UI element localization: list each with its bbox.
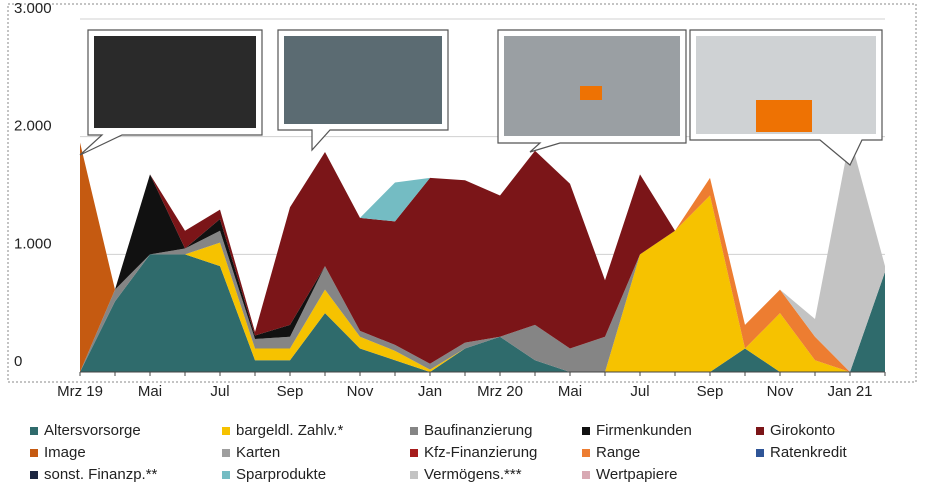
legend-swatch xyxy=(582,471,590,479)
legend-label: Baufinanzierung xyxy=(424,422,532,439)
y-tick-label: 3.000 xyxy=(14,0,52,17)
legend-label: Vermögens.*** xyxy=(424,466,522,483)
legend-label: Wertpapiere xyxy=(596,466,677,483)
x-tick-label: Jul xyxy=(630,383,649,400)
callouts xyxy=(80,30,882,165)
legend-swatch xyxy=(410,449,418,457)
thumbnail-accent xyxy=(580,86,602,100)
x-tick-label: Sep xyxy=(697,383,724,400)
thumbnail-accent xyxy=(756,100,812,132)
legend-swatch xyxy=(222,449,230,457)
y-tick-label: 2.000 xyxy=(14,118,52,135)
legend-label: Karten xyxy=(236,444,280,461)
x-tick-label: Mrz 19 xyxy=(57,383,103,400)
legend-swatch xyxy=(222,427,230,435)
legend-label: Ratenkredit xyxy=(770,444,848,461)
legend-swatch xyxy=(410,471,418,479)
x-tick-label: Mai xyxy=(558,383,582,400)
legend-swatch xyxy=(30,471,38,479)
legend-label: Image xyxy=(44,444,86,461)
thumbnail xyxy=(94,36,256,128)
legend-swatch xyxy=(756,427,764,435)
legend-label: Altersvorsorge xyxy=(44,422,141,439)
x-tick-label: Nov xyxy=(347,383,374,400)
legend-label: Kfz-Finanzierung xyxy=(424,444,537,461)
x-tick-label: Jan 21 xyxy=(827,383,872,400)
y-tick-label: 1.000 xyxy=(14,235,52,252)
y-tick-label: 0 xyxy=(14,353,22,370)
legend: Altersvorsorge bargeldl. Zahlv.* Baufinanz… xyxy=(30,422,848,483)
legend-swatch xyxy=(30,449,38,457)
legend-label: sonst. Finanzp.** xyxy=(44,466,158,483)
x-tick-label: Sep xyxy=(277,383,304,400)
x-tick-label: Nov xyxy=(767,383,794,400)
legend-label: Girokonto xyxy=(770,422,835,439)
x-tick-label: Jul xyxy=(210,383,229,400)
legend-swatch xyxy=(30,427,38,435)
thumbnail xyxy=(284,36,442,124)
x-tick-label: Mai xyxy=(138,383,162,400)
legend-swatch xyxy=(582,449,590,457)
legend-swatch xyxy=(410,427,418,435)
x-tick-label: Jan xyxy=(418,383,442,400)
legend-label: Range xyxy=(596,444,640,461)
legend-label: Firmenkunden xyxy=(596,422,692,439)
chart: 0 1.000 2.000 3.000 Mrz 19 Mai Jul Sep Nov Jan Mrz… xyxy=(0,0,932,491)
legend-swatch xyxy=(756,449,764,457)
legend-swatch xyxy=(582,427,590,435)
legend-label: bargeldl. Zahlv.* xyxy=(236,422,343,439)
legend-label: Sparprodukte xyxy=(236,466,326,483)
legend-swatch xyxy=(222,471,230,479)
x-tick-label: Mrz 20 xyxy=(477,383,523,400)
